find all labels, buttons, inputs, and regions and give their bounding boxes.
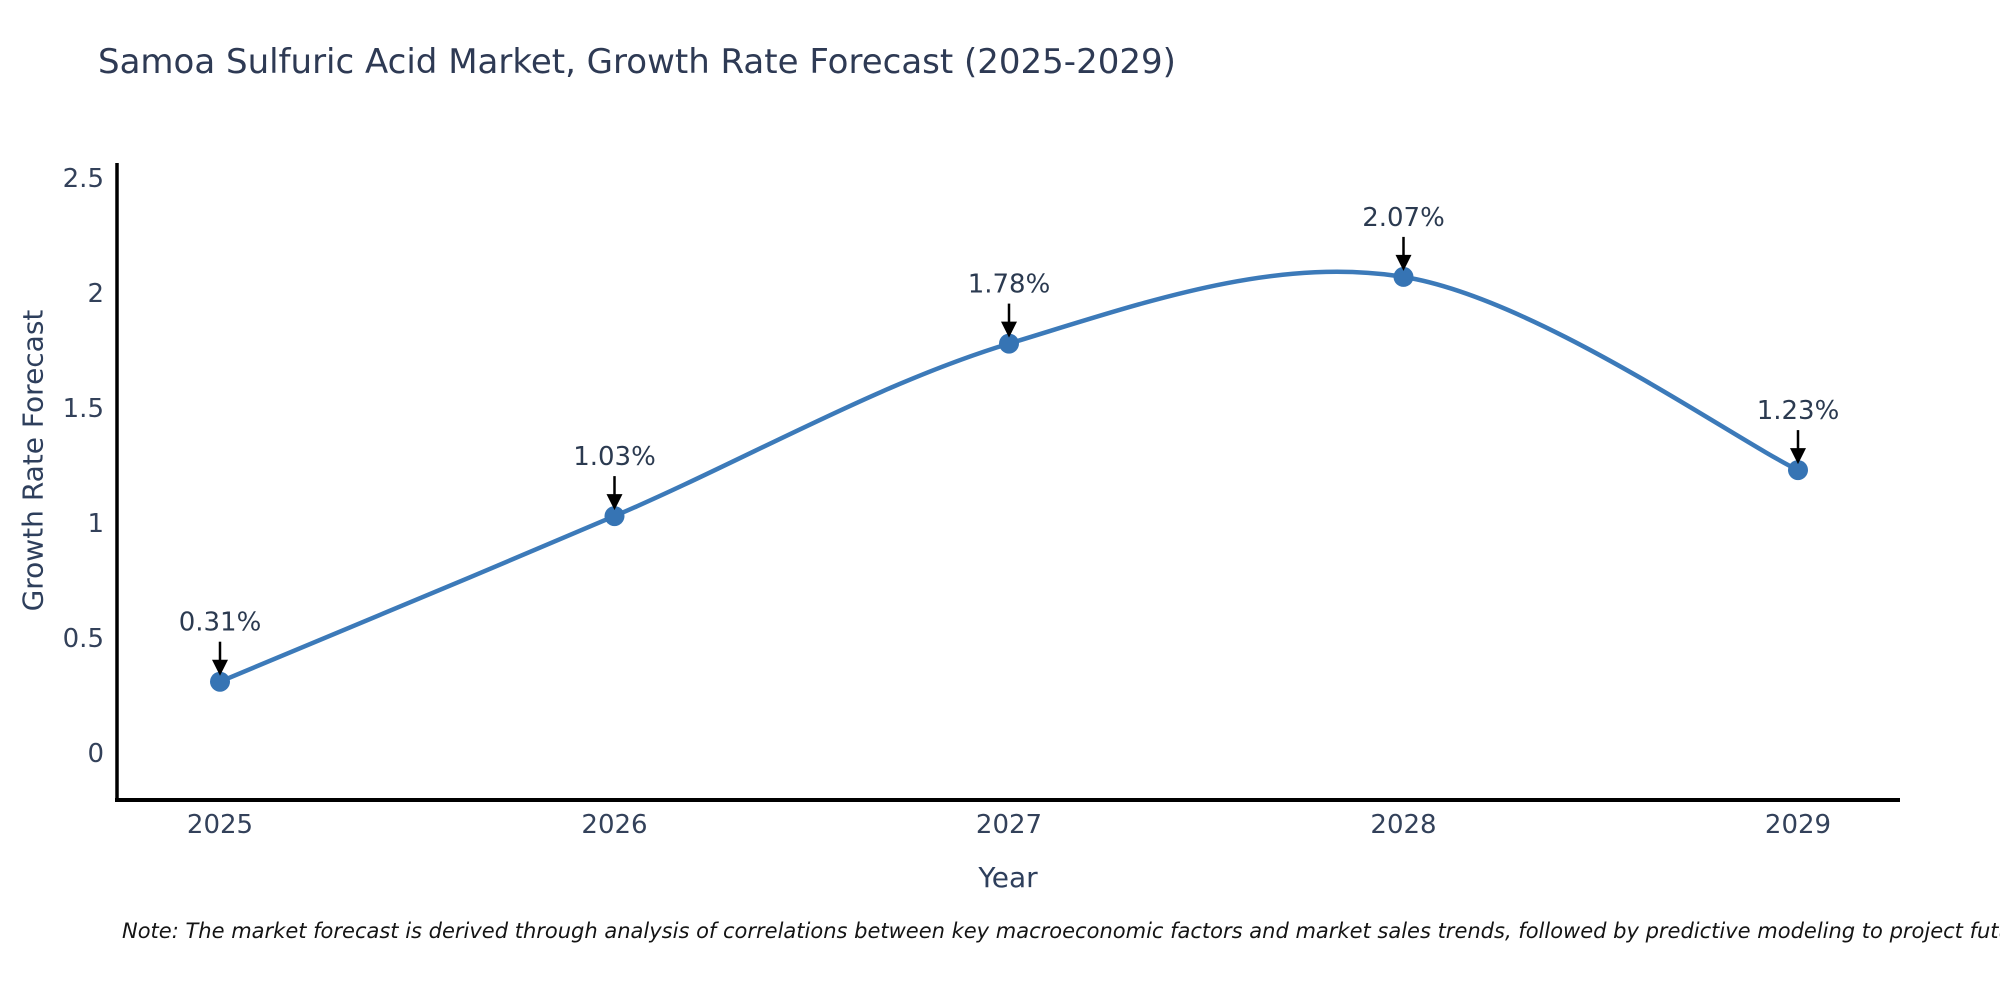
- annotation-label: 1.03%: [573, 442, 656, 472]
- annotation-arrow-head: [212, 659, 228, 676]
- annotation-label: 0.31%: [179, 608, 262, 638]
- annotation-arrow-head: [606, 494, 623, 511]
- x-tick-label: 2027: [976, 810, 1042, 840]
- annotation-label: 1.78%: [968, 270, 1051, 300]
- x-tick-label: 2029: [1765, 810, 1831, 840]
- data-point-marker: [1393, 266, 1414, 287]
- data-point-marker: [1788, 460, 1808, 481]
- x-tick-label: 2025: [187, 810, 253, 840]
- annotation-label: 2.07%: [1362, 203, 1445, 233]
- x-tick-label: 2026: [581, 810, 647, 840]
- annotation-arrow-head: [1790, 448, 1806, 465]
- y-tick-label: 2: [87, 279, 104, 309]
- annotation-label: 1.23%: [1757, 396, 1840, 426]
- y-tick-label: 1.5: [63, 394, 104, 424]
- data-point-marker: [999, 333, 1019, 354]
- y-tick-label: 0.5: [63, 624, 104, 654]
- chart-title: Samoa Sulfuric Acid Market, Growth Rate …: [98, 42, 1176, 82]
- annotation-arrow-head: [1395, 254, 1412, 271]
- x-tick-label: 2028: [1370, 810, 1436, 840]
- x-axis-title: Year: [978, 861, 1038, 894]
- data-point-marker: [604, 506, 625, 527]
- data-point-marker: [210, 671, 230, 692]
- y-tick-label: 2.5: [63, 164, 104, 194]
- footnote: Note: The market forecast is derived thr…: [122, 919, 2000, 943]
- annotation-arrow-head: [1001, 321, 1017, 338]
- y-tick-label: 0: [87, 739, 104, 769]
- y-tick-label: 1: [87, 509, 104, 539]
